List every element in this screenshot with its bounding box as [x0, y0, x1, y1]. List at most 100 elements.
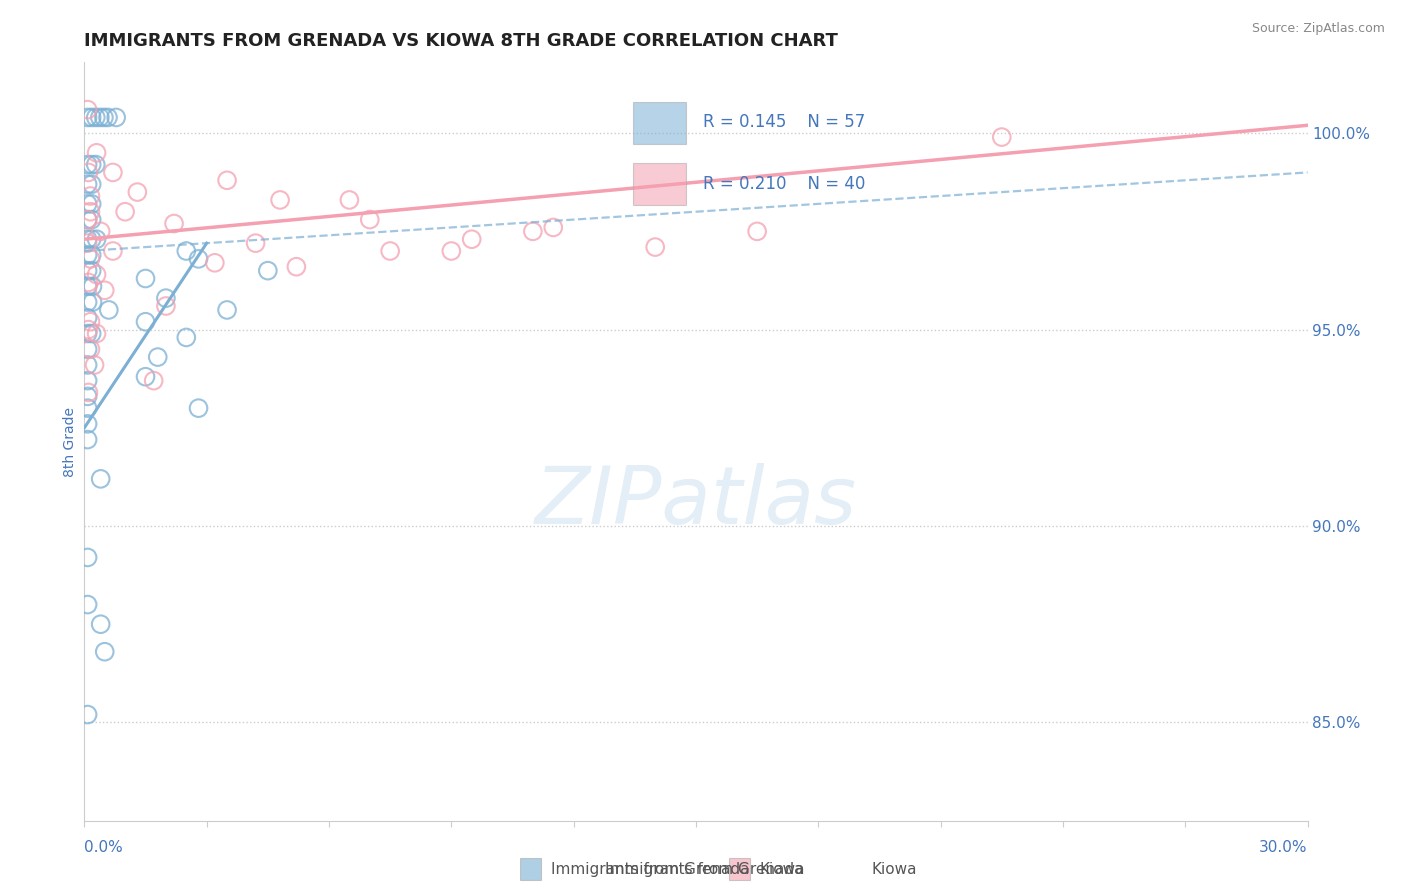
Point	[80, 232, 103, 246]
Text: ZIPatlas: ZIPatlas	[534, 463, 858, 541]
Point	[101, 244, 124, 258]
Point	[76, 263, 98, 277]
Point	[76, 550, 98, 565]
Point	[79, 204, 101, 219]
Point	[155, 299, 177, 313]
Point	[76, 236, 98, 251]
Point	[114, 204, 136, 219]
Point	[93, 645, 115, 659]
Y-axis label: 8th Grade: 8th Grade	[63, 407, 77, 476]
Bar	[520, 858, 541, 880]
Point	[79, 343, 101, 357]
Point	[77, 385, 100, 400]
Point	[380, 244, 402, 258]
Point	[76, 374, 98, 388]
Text: 0.0%: 0.0%	[84, 840, 124, 855]
Point	[101, 165, 124, 179]
Point	[135, 271, 157, 285]
Text: Source: ZipAtlas.com: Source: ZipAtlas.com	[1251, 22, 1385, 36]
Point	[80, 263, 103, 277]
Point	[440, 244, 463, 258]
Point	[80, 326, 103, 341]
Point	[76, 707, 98, 722]
Point	[359, 212, 381, 227]
Text: IMMIGRANTS FROM GRENADA VS KIOWA 8TH GRADE CORRELATION CHART: IMMIGRANTS FROM GRENADA VS KIOWA 8TH GRA…	[84, 32, 838, 50]
Point	[174, 244, 197, 258]
Point	[80, 111, 103, 125]
Point	[80, 212, 103, 227]
Point	[84, 158, 107, 172]
Point	[77, 276, 100, 290]
Point	[97, 302, 120, 317]
Point	[135, 315, 157, 329]
Point	[105, 111, 128, 125]
Text: Immigrants from Grenada: Immigrants from Grenada	[551, 862, 749, 877]
Point	[163, 217, 186, 231]
Point	[82, 279, 104, 293]
Point	[522, 224, 544, 238]
Point	[76, 212, 98, 227]
Point	[79, 189, 101, 203]
Point	[269, 193, 291, 207]
Point	[257, 263, 280, 277]
Point	[90, 617, 112, 632]
Point	[204, 256, 226, 270]
Point	[76, 417, 98, 431]
Point	[155, 291, 177, 305]
Point	[245, 236, 267, 251]
Point	[644, 240, 666, 254]
Point	[93, 111, 115, 125]
Point	[135, 369, 157, 384]
Point	[76, 111, 98, 125]
Point	[97, 111, 120, 125]
Point	[217, 302, 239, 317]
Point	[76, 197, 98, 211]
Point	[76, 598, 98, 612]
Point	[79, 252, 101, 266]
Text: Kiowa: Kiowa	[872, 863, 917, 877]
Point	[86, 326, 108, 341]
Point	[80, 178, 103, 192]
Point	[86, 232, 108, 246]
Point	[142, 374, 165, 388]
Point	[543, 220, 565, 235]
Text: Immigrants from Grenada: Immigrants from Grenada	[605, 863, 803, 877]
Point	[747, 224, 769, 238]
Point	[76, 326, 98, 341]
Point	[77, 322, 100, 336]
Bar	[730, 858, 749, 880]
Point	[86, 145, 108, 160]
Text: Kiowa: Kiowa	[759, 862, 804, 877]
Point	[991, 130, 1014, 145]
Point	[146, 350, 169, 364]
Point	[79, 315, 101, 329]
Text: 30.0%: 30.0%	[1260, 840, 1308, 855]
Point	[76, 103, 98, 117]
Point	[285, 260, 308, 274]
Point	[76, 389, 98, 403]
Point	[76, 279, 98, 293]
Point	[76, 248, 98, 262]
Point	[77, 165, 100, 179]
Point	[76, 212, 98, 227]
Point	[76, 178, 98, 192]
Point	[89, 111, 111, 125]
Point	[76, 158, 98, 172]
Point	[187, 252, 209, 266]
Point	[86, 268, 108, 282]
Point	[76, 358, 98, 372]
Point	[90, 224, 112, 238]
Point	[174, 330, 197, 344]
Point	[76, 401, 98, 416]
Point	[90, 472, 112, 486]
Point	[76, 343, 98, 357]
Point	[80, 158, 103, 172]
Point	[93, 283, 115, 297]
Point	[187, 401, 209, 416]
Point	[127, 185, 149, 199]
Point	[76, 295, 98, 310]
Point	[82, 295, 104, 310]
Point	[217, 173, 239, 187]
Point	[80, 248, 103, 262]
Point	[76, 232, 98, 246]
